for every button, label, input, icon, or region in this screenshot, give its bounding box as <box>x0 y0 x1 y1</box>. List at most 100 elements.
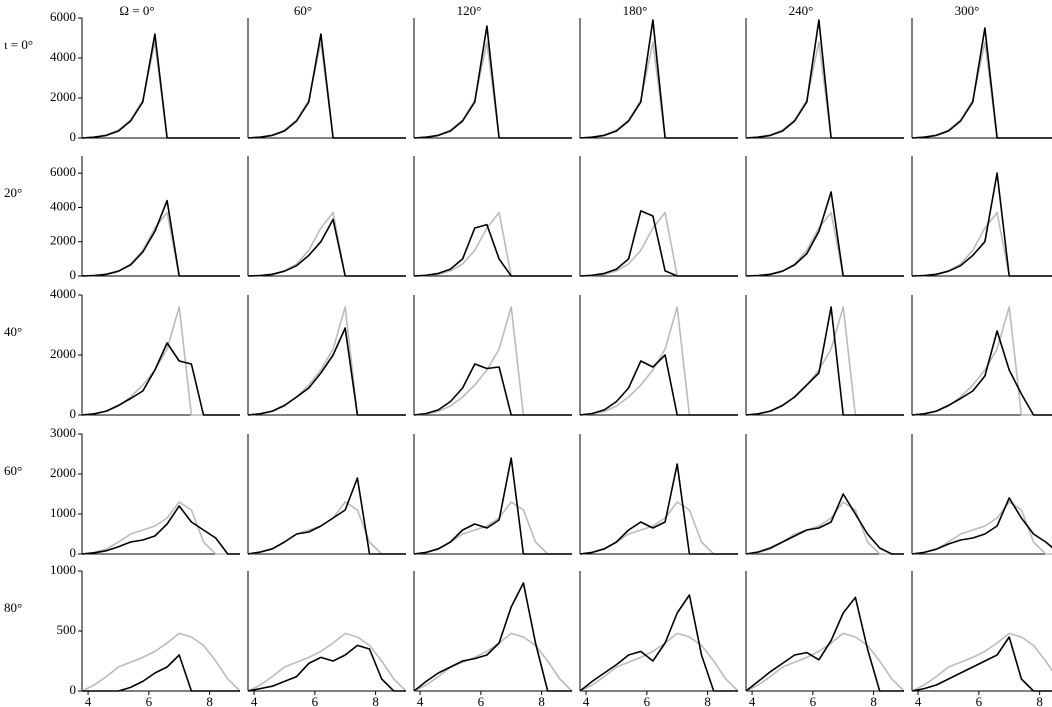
series-line <box>579 501 738 555</box>
series-line <box>745 501 904 555</box>
y-tick-label: 2000 <box>50 233 76 248</box>
column-label: 120° <box>457 3 482 18</box>
x-tick-label: 8 <box>870 694 877 707</box>
y-tick-label: 6000 <box>50 164 76 179</box>
x-tick-label: 6 <box>976 694 983 707</box>
series-line <box>745 211 904 277</box>
x-tick-label: 4 <box>915 694 922 707</box>
x-tick-label: 4 <box>85 694 92 707</box>
series-line <box>413 223 572 277</box>
series-line <box>413 632 573 692</box>
y-tick-label: 2000 <box>50 89 76 104</box>
series-line <box>413 363 572 416</box>
series-line <box>413 25 572 139</box>
series-line <box>413 306 572 416</box>
series-line <box>911 306 1052 416</box>
series-line <box>911 27 1052 139</box>
series-line <box>81 199 240 277</box>
y-tick-label: 0 <box>70 406 77 421</box>
series-line <box>81 211 240 277</box>
x-tick-label: 8 <box>538 694 545 707</box>
series-line <box>745 19 904 139</box>
series-line <box>745 306 904 416</box>
series-line <box>579 463 738 555</box>
column-label: 300° <box>955 3 980 18</box>
y-tick-label: 2000 <box>50 465 76 480</box>
column-label: 180° <box>623 3 648 18</box>
series-line <box>911 497 1052 555</box>
y-tick-label: 0 <box>70 545 77 560</box>
series-line <box>579 594 738 692</box>
series-line <box>247 218 406 277</box>
series-line <box>911 636 1052 692</box>
series-line <box>911 501 1052 555</box>
row-label: ι = 0° <box>4 37 33 52</box>
x-tick-label: 4 <box>417 694 424 707</box>
y-tick-label: 0 <box>70 129 77 144</box>
series-line <box>413 41 572 139</box>
x-tick-label: 4 <box>583 694 590 707</box>
y-tick-label: 500 <box>57 622 77 637</box>
series-line <box>745 191 904 277</box>
y-tick-label: 3000 <box>50 425 76 440</box>
series-line <box>247 33 406 139</box>
series-line <box>413 501 572 555</box>
row-label: 40° <box>4 324 22 339</box>
series-line <box>81 632 241 692</box>
series-line <box>911 330 1052 416</box>
y-tick-label: 4000 <box>50 286 76 301</box>
row-label: 80° <box>4 600 22 615</box>
series-line <box>745 493 904 555</box>
series-line <box>911 172 1052 277</box>
series-line <box>413 211 572 277</box>
y-tick-label: 6000 <box>50 9 76 24</box>
x-tick-label: 6 <box>478 694 485 707</box>
series-line <box>579 632 739 692</box>
series-line <box>247 327 406 416</box>
y-tick-label: 1000 <box>50 505 76 520</box>
x-tick-label: 4 <box>251 694 258 707</box>
series-line <box>911 632 1052 692</box>
x-tick-label: 8 <box>704 694 711 707</box>
column-label: 240° <box>789 3 814 18</box>
x-tick-label: 6 <box>312 694 319 707</box>
y-tick-label: 2000 <box>50 346 76 361</box>
series-line <box>579 354 738 416</box>
y-tick-label: 0 <box>70 267 77 282</box>
y-tick-label: 0 <box>70 682 77 697</box>
x-tick-label: 6 <box>810 694 817 707</box>
x-tick-label: 6 <box>146 694 153 707</box>
series-line <box>247 306 406 416</box>
series-line <box>81 306 240 416</box>
series-line <box>81 342 240 416</box>
series-line <box>579 19 738 139</box>
x-tick-label: 6 <box>644 694 651 707</box>
y-tick-label: 4000 <box>50 49 76 64</box>
column-label: Ω = 0° <box>119 3 154 18</box>
series-line <box>579 210 738 277</box>
row-label: 20° <box>4 185 22 200</box>
series-line <box>81 501 240 555</box>
series-line <box>745 41 904 139</box>
y-tick-label: 4000 <box>50 198 76 213</box>
series-line <box>911 41 1052 139</box>
series-line <box>745 306 904 416</box>
series-line <box>247 632 407 692</box>
x-tick-label: 8 <box>1036 694 1043 707</box>
series-line <box>82 654 240 692</box>
y-tick-label: 1000 <box>50 562 76 577</box>
series-line <box>247 211 406 277</box>
series-line <box>247 501 406 555</box>
series-line <box>81 505 240 555</box>
row-label: 60° <box>4 463 22 478</box>
series-line <box>247 644 406 692</box>
series-line <box>247 477 406 555</box>
x-tick-label: 8 <box>372 694 379 707</box>
series-line <box>413 582 572 692</box>
series-line <box>745 596 904 692</box>
series-line <box>745 632 905 692</box>
x-tick-label: 8 <box>206 694 213 707</box>
series-line <box>413 457 572 555</box>
series-line <box>579 41 738 139</box>
